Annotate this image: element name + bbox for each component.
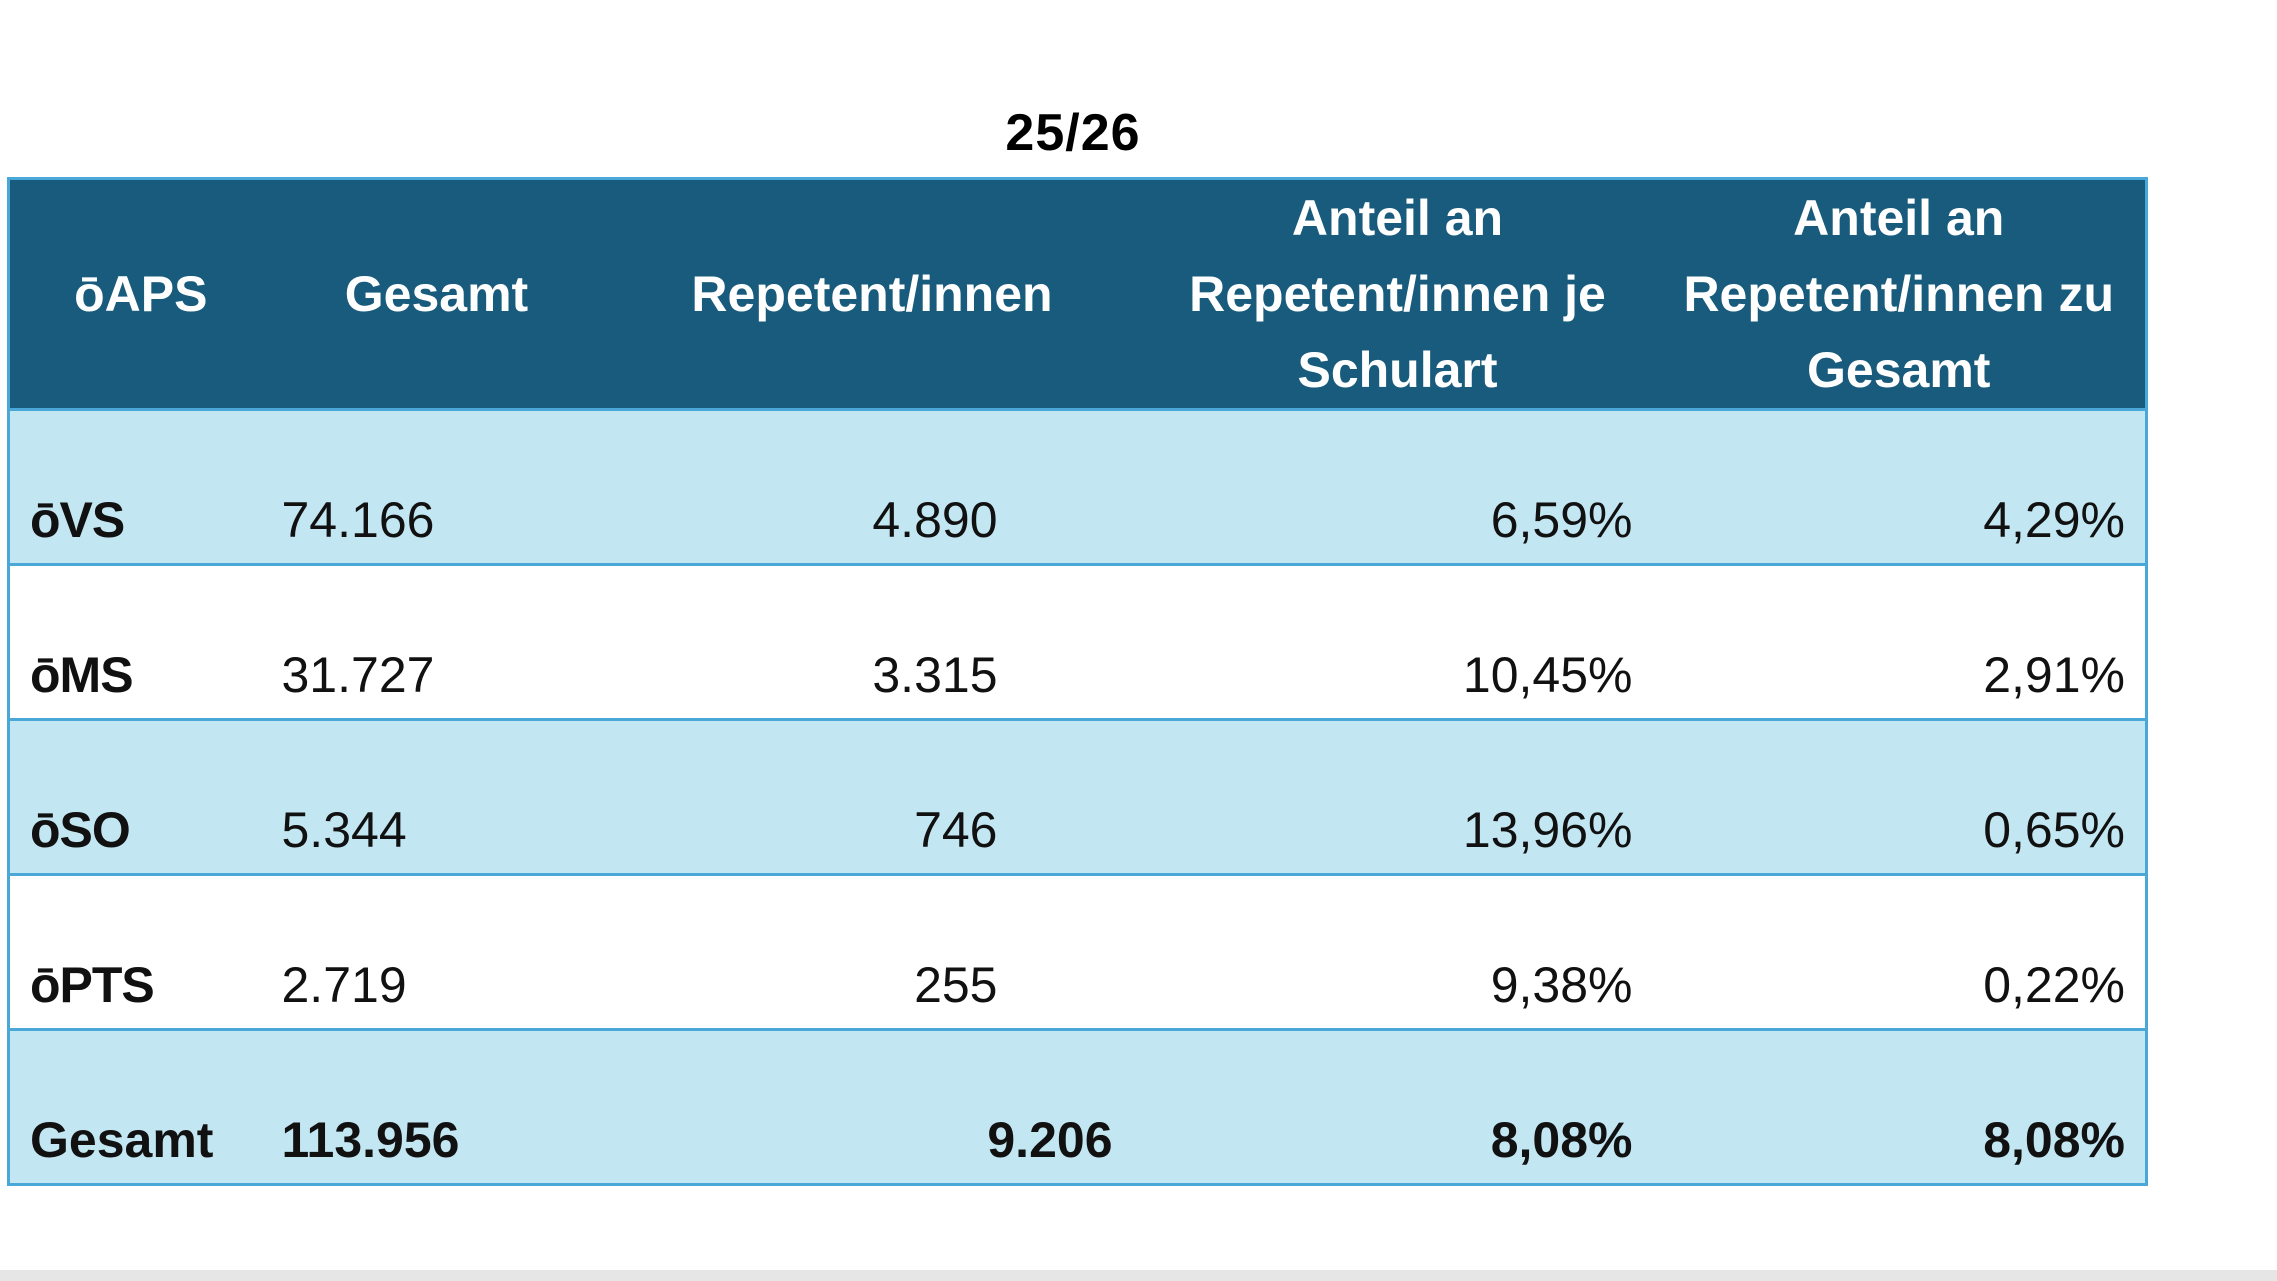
cell-anteil-gesamt: 0,22%: [1983, 957, 2125, 1013]
cell-gesamt: 31.727: [281, 647, 435, 703]
total-gesamt: 113.956: [281, 1112, 460, 1168]
cell-anteil-schulart: 13,96%: [1462, 802, 1633, 858]
repetenten-table: ōAPS Gesamt Repetent/innen Anteil an Rep…: [7, 177, 2148, 1186]
period-title: 25/26: [1005, 104, 1141, 162]
table-row: ōMS 31.727 3.315 10,45% 2,91%: [8, 564, 2147, 720]
cell-anteil-schulart: 9,38%: [1490, 957, 1633, 1013]
cell-repetenten: 3.315: [872, 647, 998, 703]
cell-anteil-gesamt: 2,91%: [1983, 647, 2125, 703]
table-header-row: ōAPS Gesamt Repetent/innen Anteil an Rep…: [8, 178, 2147, 410]
cell-anteil-schulart: 10,45%: [1462, 647, 1633, 703]
cell-gesamt: 5.344: [281, 802, 407, 858]
table-total-row: Gesamt 113.956 9.206 8,08% 8,08%: [8, 1029, 2147, 1185]
total-anteil-schulart: 8,08%: [1490, 1112, 1633, 1168]
total-repetenten: 9.206: [987, 1112, 1113, 1168]
cell-gesamt: 74.166: [281, 492, 435, 548]
header-school-type: ōAPS: [74, 266, 208, 322]
table-row: ōSO 5.344 746 13,96% 0,65%: [8, 719, 2147, 875]
cell-repetenten: 255: [914, 957, 998, 1013]
table-row: ōVS 74.166 4.890 6,59% 4,29%: [8, 409, 2147, 565]
table-row: ōPTS 2.719 255 9,38% 0,22%: [8, 874, 2147, 1030]
header-gesamt: Gesamt: [344, 266, 529, 322]
header-repetenten: Repetent/innen: [691, 266, 1053, 322]
cell-anteil-schulart: 6,59%: [1490, 492, 1633, 548]
cell-gesamt: 2.719: [281, 957, 407, 1013]
cell-repetenten: 746: [914, 802, 998, 858]
row-label: ōVS: [30, 492, 125, 548]
header-anteil-schulart: Anteil an Repetent/innen je Schulart: [1189, 190, 1606, 398]
total-anteil-gesamt: 8,08%: [1983, 1112, 2125, 1168]
row-label: ōSO: [30, 802, 131, 858]
cell-anteil-gesamt: 0,65%: [1983, 802, 2125, 858]
total-label: Gesamt: [30, 1112, 214, 1168]
bottom-edge-bar: [0, 1270, 2277, 1281]
cell-anteil-gesamt: 4,29%: [1983, 492, 2125, 548]
cell-repetenten: 4.890: [872, 492, 998, 548]
row-label: ōPTS: [30, 957, 155, 1013]
header-anteil-gesamt: Anteil an Repetent/innen zu Gesamt: [1683, 190, 2115, 398]
row-label: ōMS: [30, 647, 134, 703]
